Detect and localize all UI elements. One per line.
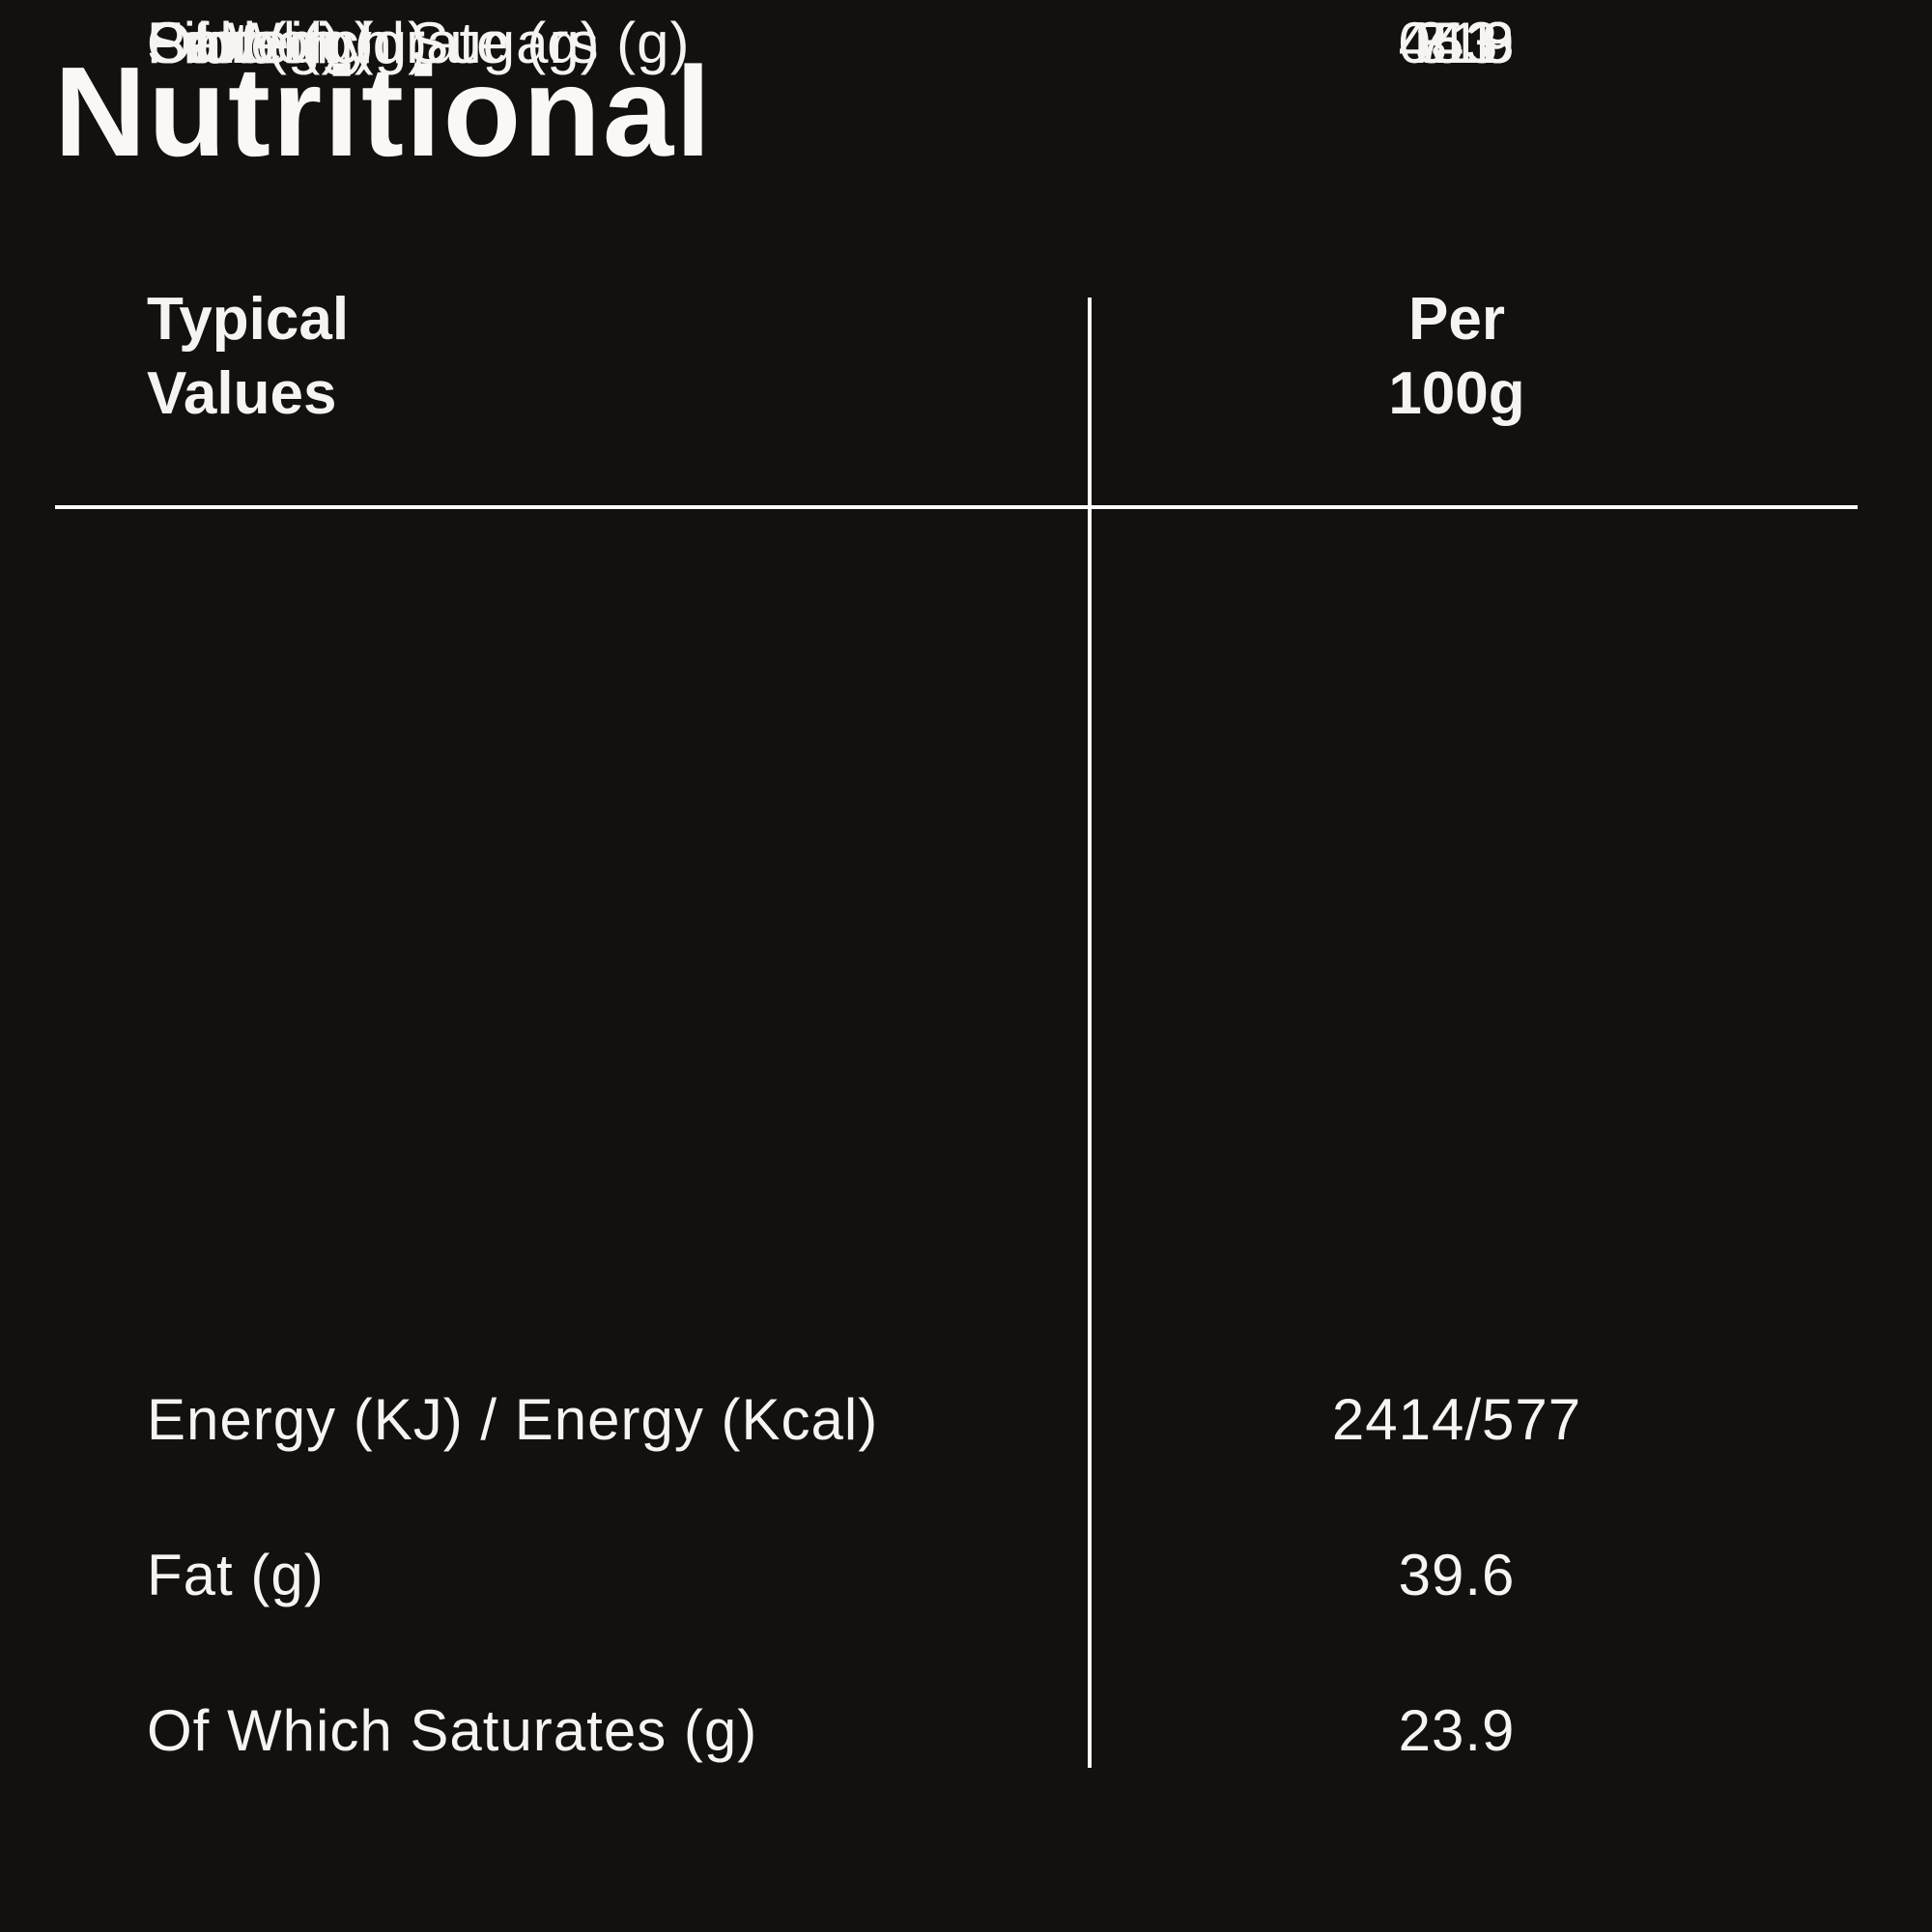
row-label: Salt (g) xyxy=(147,11,342,75)
row-label: Fat (g) xyxy=(147,1543,325,1607)
row-label: Energy (KJ) / Energy (Kcal) xyxy=(147,1387,879,1452)
row-value: 0.19 xyxy=(1398,11,1516,75)
row-label: Of Which Sugars (g) xyxy=(147,11,691,75)
row-value: 44.8 xyxy=(1398,11,1516,75)
table-row: Fibre (g) 3.1 xyxy=(0,0,1932,87)
row-label: Of Which Saturates (g) xyxy=(147,1698,758,1763)
column-header-per-100g-line1: Per xyxy=(1408,286,1505,353)
row-label: Carbohydrate (g) xyxy=(147,11,601,75)
page-title: Nutritional xyxy=(54,41,713,183)
row-value: 2414/577 xyxy=(1331,1387,1582,1452)
column-header-typical-values-line1: Typical xyxy=(147,286,350,353)
column-divider-line xyxy=(1088,298,1092,1768)
table-row: Protein (g) 7.3 xyxy=(0,0,1932,87)
column-header-per-100g-line2: 100g xyxy=(1388,360,1525,427)
table-row: Carbohydrate (g) 45.8 xyxy=(0,0,1932,87)
column-header-per-100g: Per 100g xyxy=(1092,282,1822,431)
row-value: 7.3 xyxy=(1414,11,1499,75)
table-row: Salt (g) 0.19 xyxy=(0,0,1932,87)
column-header-typical-values-line2: Values xyxy=(147,360,337,427)
row-value: 3.1 xyxy=(1414,11,1499,75)
header-divider-line xyxy=(55,505,1858,509)
table-row: Fat (g) 39.6 xyxy=(0,1532,1932,1619)
column-header-typical-values: Typical Values xyxy=(147,282,349,431)
row-value: 39.6 xyxy=(1398,1543,1516,1607)
row-value: 23.9 xyxy=(1398,1698,1516,1763)
row-value: 45.8 xyxy=(1398,11,1516,75)
table-row: Of Which Sugars (g) 44.8 xyxy=(0,0,1932,87)
table-row: Energy (KJ) / Energy (Kcal) 2414/577 xyxy=(0,1377,1932,1463)
table-row: Of Which Saturates (g) 23.9 xyxy=(0,1688,1932,1775)
row-label: Protein (g) xyxy=(147,11,429,75)
row-label: Fibre (g) xyxy=(147,11,375,75)
